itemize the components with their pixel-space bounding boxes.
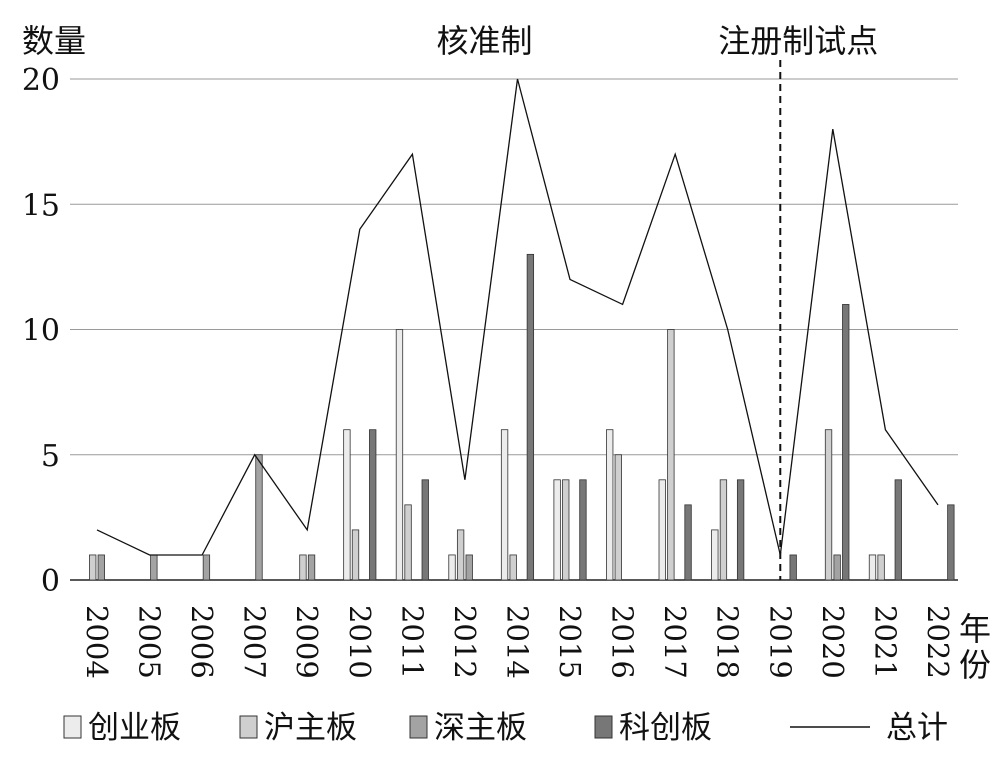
bar-深主板-2007 bbox=[255, 454, 263, 581]
x-tick-label: 2014 bbox=[500, 605, 534, 679]
x-tick-label: 2005 bbox=[133, 605, 167, 679]
bar-创业板-2015 bbox=[553, 479, 561, 581]
legend-label: 科创板 bbox=[619, 710, 712, 746]
x-tick-label: 2011 bbox=[395, 605, 429, 679]
bar-深主板-2005 bbox=[150, 554, 158, 581]
bar-科创板-2015 bbox=[579, 479, 587, 581]
bar-创业板-2018 bbox=[711, 529, 719, 581]
x-axis-label-part-1: 年 bbox=[959, 610, 991, 648]
bar-深主板-2012 bbox=[465, 554, 473, 581]
legend-swatch-深主板 bbox=[409, 715, 428, 739]
bar-创业板-2014 bbox=[500, 429, 509, 581]
bar-沪主板-2004 bbox=[89, 554, 97, 581]
x-tick-labels: 2004 2005 2006 2007 2009 2010 2011 2012 2014 2015… bbox=[80, 605, 955, 679]
bar-创业板-2011 bbox=[395, 329, 404, 581]
x-tick-label: 2009 bbox=[290, 605, 324, 679]
bar-沪主板-2010 bbox=[351, 529, 360, 581]
y-tick-label: 10 bbox=[22, 314, 60, 349]
bar-沪主板-2012 bbox=[456, 529, 465, 581]
bar-科创板-2022 bbox=[947, 504, 955, 581]
x-tick-label: 2016 bbox=[606, 605, 640, 679]
x-tick-label: 2022 bbox=[921, 605, 955, 679]
legend-label: 创业板 bbox=[88, 710, 181, 746]
bar-沪主板-2017 bbox=[667, 329, 675, 581]
bar-科创板-2010 bbox=[369, 429, 377, 581]
x-tick-label: 2012 bbox=[448, 605, 482, 679]
bar-深主板-2006 bbox=[202, 554, 211, 581]
bar-深主板-2004 bbox=[97, 554, 105, 581]
x-tick-label: 2006 bbox=[185, 605, 219, 679]
x-tick-label: 2019 bbox=[763, 605, 797, 679]
total-line bbox=[96, 78, 939, 556]
y-tick-label: 15 bbox=[22, 188, 60, 223]
y-tick-label: 20 bbox=[22, 63, 60, 98]
bar-沪主板-2020 bbox=[824, 429, 833, 581]
grid-lines bbox=[70, 78, 958, 581]
legend: 创业板 沪主板 深主板 科创板 总计 bbox=[63, 710, 948, 746]
y-axis-label: 数量 bbox=[22, 22, 86, 60]
legend-label: 沪主板 bbox=[264, 710, 357, 746]
bar-科创板-2014 bbox=[526, 253, 535, 581]
bar-沪主板-2016 bbox=[614, 454, 622, 581]
total-line-group bbox=[96, 78, 939, 556]
bar-沪主板-2009 bbox=[299, 554, 307, 581]
x-tick-label: 2017 bbox=[658, 605, 692, 679]
bar-沪主板-2015 bbox=[562, 479, 570, 581]
y-tick-label: 5 bbox=[41, 439, 60, 474]
bar-科创板-2018 bbox=[736, 479, 745, 581]
annotations: 核准制 注册制试点 bbox=[436, 22, 878, 580]
bar-创业板-2010 bbox=[343, 429, 351, 581]
bar-科创板-2020 bbox=[842, 304, 850, 581]
bar-沪主板-2011 bbox=[404, 504, 412, 581]
legend-label: 深主板 bbox=[434, 710, 527, 746]
bars bbox=[89, 253, 955, 581]
annotation-label: 核准制 bbox=[436, 22, 532, 60]
bar-沪主板-2014 bbox=[509, 554, 517, 581]
legend-swatch-科创板 bbox=[594, 715, 613, 739]
x-tick-label: 2015 bbox=[553, 605, 587, 679]
legend-swatch-沪主板 bbox=[239, 715, 258, 739]
y-tick-labels: 0 5 10 15 20 bbox=[22, 63, 60, 599]
bar-创业板-2016 bbox=[606, 429, 614, 581]
bar-科创板-2011 bbox=[421, 479, 429, 581]
x-tick-label: 2021 bbox=[868, 605, 902, 679]
bar-创业板-2012 bbox=[448, 554, 456, 581]
bar-深主板-2009 bbox=[307, 554, 316, 581]
legend-swatch-创业板 bbox=[63, 715, 82, 739]
x-tick-label: 2020 bbox=[816, 605, 850, 679]
x-tick-label: 2010 bbox=[343, 605, 377, 679]
bar-沪主板-2018 bbox=[719, 479, 728, 581]
x-tick-label: 2004 bbox=[80, 605, 114, 679]
bar-科创板-2021 bbox=[894, 479, 902, 581]
bar-深主板-2020 bbox=[833, 554, 841, 581]
annotation-label: 注册制试点 bbox=[718, 22, 878, 60]
x-tick-label: 2018 bbox=[711, 605, 745, 679]
bar-沪主板-2021 bbox=[877, 554, 885, 581]
x-tick-label: 2007 bbox=[238, 605, 272, 679]
bar-科创板-2017 bbox=[684, 504, 692, 581]
x-axis-label-part-2: 份 bbox=[959, 646, 991, 684]
bar-创业板-2021 bbox=[868, 554, 877, 581]
bar-创业板-2017 bbox=[658, 479, 666, 581]
legend-label: 总计 bbox=[886, 710, 948, 746]
bar-科创板-2019 bbox=[789, 554, 797, 581]
y-tick-label: 0 bbox=[41, 564, 60, 599]
